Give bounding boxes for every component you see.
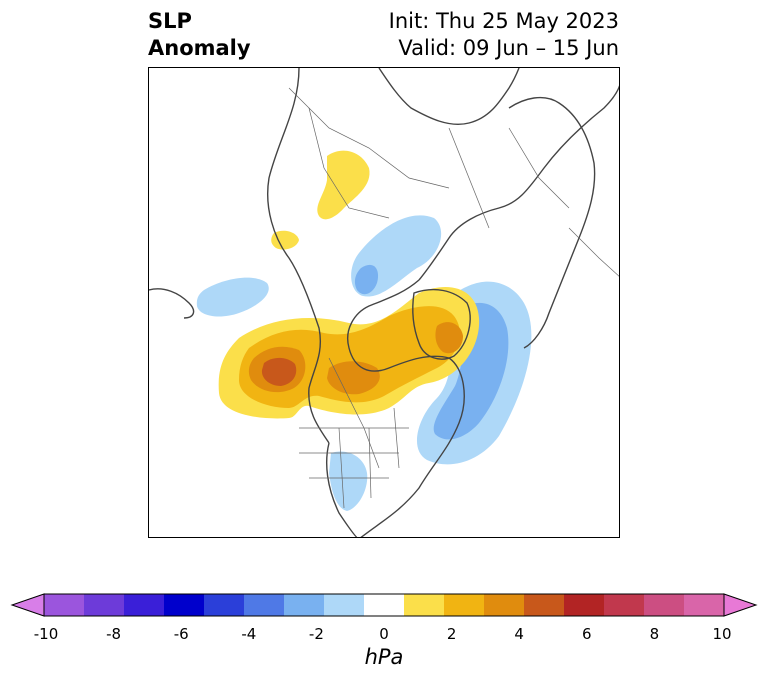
- colorbar-segment: [204, 594, 245, 616]
- colorbar-tick-label: -10: [33, 625, 59, 643]
- colorbar-tick-label: 8: [649, 625, 660, 643]
- colorbar-extend-min: [10, 593, 45, 617]
- colorbar-tick-label: 0: [379, 625, 389, 643]
- coastlines: [149, 68, 619, 537]
- pos-anomaly-max-west: [261, 357, 297, 386]
- chart-title-left: SLP Anomaly: [148, 8, 251, 62]
- neg-anomaly-pacific: [196, 277, 269, 317]
- colorbar-segment: [84, 594, 125, 616]
- anomaly-map: [148, 67, 620, 538]
- colorbar-segment: [644, 594, 685, 616]
- chart-title-right: Init: Thu 25 May 2023 Valid: 09 Jun – 15…: [389, 8, 619, 62]
- colorbar-tick-label: 2: [446, 625, 457, 643]
- colorbar-segments: [10, 593, 758, 617]
- colorbar: [10, 593, 758, 617]
- anomaly-contours: [196, 150, 532, 511]
- colorbar-tick-label: -8: [106, 625, 122, 643]
- colorbar-segment: [124, 594, 165, 616]
- colorbar-extend-max: [723, 593, 758, 617]
- colorbar-segment: [524, 594, 565, 616]
- valid-range: Valid: 09 Jun – 15 Jun: [398, 36, 619, 60]
- colorbar-tick-label: 10: [712, 625, 732, 643]
- colorbar-tick-label: 4: [514, 625, 524, 643]
- colorbar-segment: [164, 594, 205, 616]
- political-borders: [288, 87, 619, 509]
- pos-anomaly-eurasia: [317, 150, 370, 220]
- init-date: Init: Thu 25 May 2023: [388, 9, 619, 33]
- colorbar-segment: [284, 594, 325, 616]
- colorbar-segment: [44, 594, 85, 616]
- colorbar-tick-label: -4: [241, 625, 257, 643]
- colorbar-tick-label: -6: [173, 625, 189, 643]
- pos-anomaly-small-west: [271, 230, 299, 250]
- colorbar-segment: [444, 594, 485, 616]
- neg-anomaly-sw-us: [329, 451, 368, 511]
- pos-anomaly-core-greenland: [435, 322, 463, 354]
- colorbar-segment: [604, 594, 645, 616]
- colorbar-segment: [484, 594, 525, 616]
- neg-anomaly-atlantic-core: [433, 302, 509, 440]
- map-canvas: [149, 68, 619, 537]
- colorbar-tick-label: 6: [582, 625, 592, 643]
- colorbar-tick-label: -2: [308, 625, 324, 643]
- title-variable: SLP: [148, 9, 192, 33]
- colorbar-segment: [244, 594, 285, 616]
- colorbar-segment: [324, 594, 365, 616]
- colorbar-segment: [684, 594, 725, 616]
- colorbar-border: [43, 593, 725, 617]
- colorbar-segment: [564, 594, 605, 616]
- title-variable-sub: Anomaly: [148, 36, 251, 60]
- colorbar-segment: [364, 594, 405, 616]
- neg-anomaly-arctic-core: [354, 264, 379, 295]
- colorbar-segment: [404, 594, 445, 616]
- colorbar-unit-label: hPa: [364, 645, 404, 669]
